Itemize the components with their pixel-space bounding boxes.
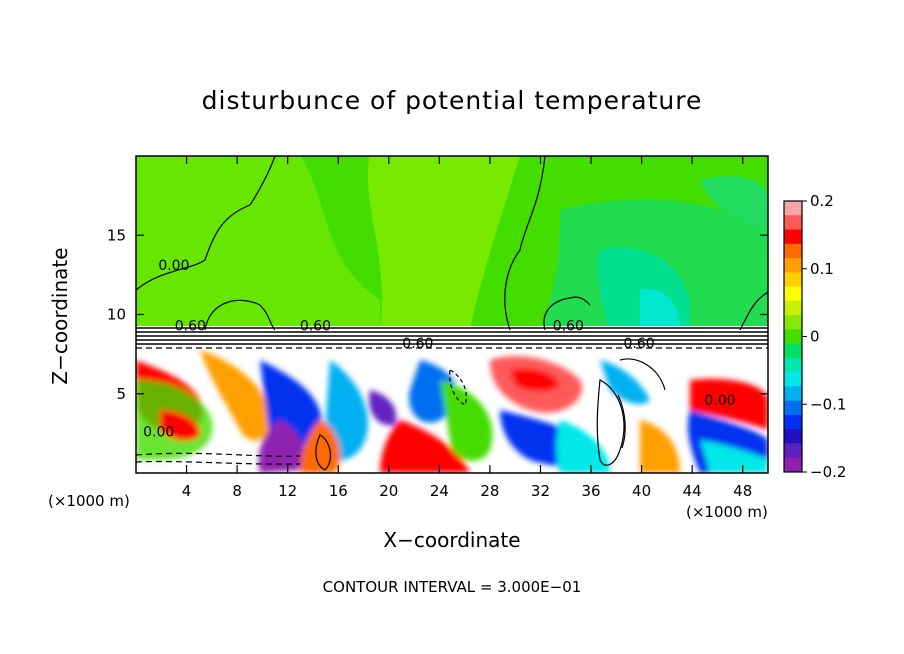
colorbar-swatch (784, 429, 802, 444)
y-tick-label: 15 (107, 226, 126, 244)
x-unit-right: (×1000 m) (686, 503, 768, 521)
x-tick-label: 36 (581, 482, 600, 500)
x-tick-label: 48 (733, 482, 752, 500)
y-tick-label: 5 (116, 385, 126, 403)
colorbar-swatch (784, 229, 802, 245)
colorbar-tick-label: −0.1 (810, 395, 846, 413)
colorbar-swatch (784, 386, 802, 402)
contour-label: 0.00 (143, 425, 174, 441)
colorbar-swatch (784, 215, 802, 231)
x-axis-label: X−coordinate (383, 528, 521, 552)
colorbar-swatch (784, 258, 802, 273)
colorbar-swatch (784, 201, 802, 216)
contour-labels: 0.00 0.60 0.60 0.60 0.60 0.60 0.00 0.00 (143, 258, 735, 440)
colorbar-swatch (784, 414, 802, 430)
colorbar-swatch (784, 357, 802, 373)
contour-label: 0.60 (623, 336, 654, 352)
colorbar-ticks: 0.2 0.1 0 −0.1 −0.2 (802, 192, 846, 481)
colorbar-tick-label: 0.1 (810, 260, 834, 278)
x-tick-label: 4 (182, 482, 192, 500)
colorbar-swatch (784, 443, 802, 459)
y-ticks: 5 10 15 (107, 226, 768, 403)
colorbar-swatch (784, 286, 802, 302)
x-unit-left: (×1000 m) (48, 492, 130, 510)
x-tick-label: 8 (232, 482, 242, 500)
colorbar-swatch (784, 400, 802, 416)
y-tick-label: 10 (107, 306, 126, 324)
contour-label: 0.00 (704, 393, 735, 409)
contour-label: 0.60 (175, 318, 206, 334)
x-tick-label: 40 (632, 482, 651, 500)
x-ticks: 4 8 12 16 20 24 28 32 36 40 44 48 (182, 156, 752, 500)
contour-label: 0.60 (553, 318, 584, 334)
colorbar-tick-label: 0 (810, 328, 820, 346)
colorbar-swatch (784, 343, 802, 359)
contour-label: 0.60 (402, 336, 433, 352)
x-tick-label: 24 (430, 482, 449, 500)
colorbar-swatch (784, 315, 802, 330)
x-tick-label: 32 (531, 482, 550, 500)
x-tick-label: 44 (683, 482, 702, 500)
chart-title: disturbunce of potential temperature (201, 86, 703, 115)
colorbar-tick-label: −0.2 (810, 463, 846, 481)
colorbar (784, 201, 802, 473)
contour-label: 0.60 (300, 318, 331, 334)
colorbar-swatch (784, 457, 802, 473)
colorbar-swatch (784, 329, 802, 345)
colorbar-swatch (784, 300, 802, 316)
field-background (136, 156, 768, 473)
colorbar-tick-label: 0.2 (810, 192, 834, 210)
x-tick-label: 20 (379, 482, 398, 500)
contour-label: 0.00 (158, 258, 189, 274)
x-tick-label: 12 (278, 482, 297, 500)
x-tick-label: 28 (480, 482, 499, 500)
contour-interval-note: CONTOUR INTERVAL = 3.000E−01 (322, 578, 582, 596)
x-tick-label: 16 (329, 482, 348, 500)
contour-lines (136, 156, 768, 471)
colorbar-swatch (784, 372, 802, 387)
colorbar-swatch (784, 243, 802, 259)
colorbar-swatch (784, 272, 802, 288)
